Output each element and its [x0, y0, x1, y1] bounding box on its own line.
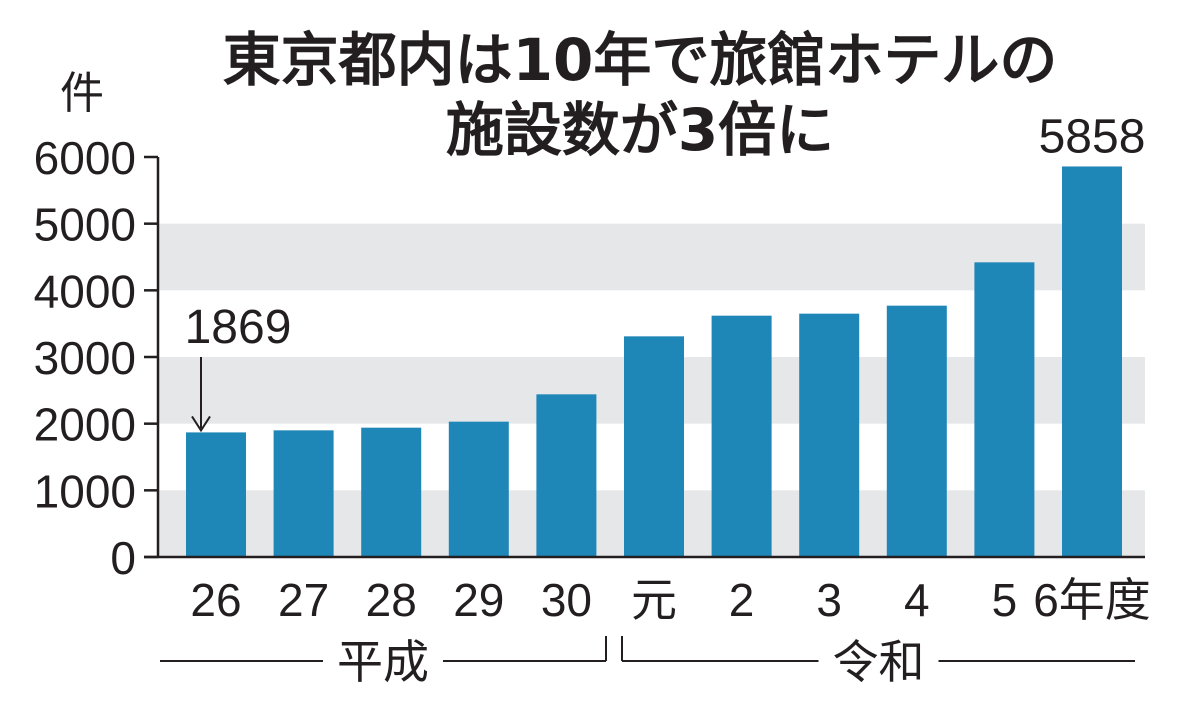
era-label: 平成 [337, 635, 429, 689]
x-category-label: 28 [366, 574, 417, 626]
bar-7 [711, 315, 772, 557]
bar-2 [273, 430, 334, 557]
era-label: 令和 [833, 635, 925, 689]
bar-8 [799, 313, 860, 557]
era-brackets: 平成 令和 [160, 635, 1135, 689]
bar-4 [448, 421, 509, 557]
x-category-label: 30 [541, 574, 592, 626]
y-tick-label: 3000 [34, 332, 136, 384]
bars [186, 166, 1122, 557]
annotation-label: 1869 [185, 301, 292, 354]
y-tick-label: 0 [110, 532, 136, 584]
y-tick-label: 5000 [34, 199, 136, 251]
x-category-label: 6年度 [1033, 574, 1151, 626]
bar-3 [361, 427, 422, 557]
bar-1 [186, 432, 246, 557]
bar-11 [1062, 166, 1122, 557]
chart-title: 東京都内は10年で旅館ホテルの [223, 26, 1058, 94]
y-tick-label: 1000 [34, 465, 136, 517]
y-tick-label: 4000 [34, 265, 136, 317]
x-category-label: 2 [729, 574, 755, 626]
y-tick-labels: 0 1000 2000 3000 4000 5000 6000 [34, 132, 158, 584]
annotations: 1869 5858 [185, 110, 1146, 433]
x-category-label: 29 [453, 574, 504, 626]
x-category-label: 27 [278, 574, 329, 626]
y-axis-unit-label: 件 [60, 69, 104, 118]
annotation-label: 5858 [1039, 110, 1146, 163]
bar-6 [624, 336, 684, 557]
annotation-arrowhead [191, 415, 211, 433]
chart-subtitle: 施設数が3倍に [446, 96, 834, 164]
x-category-label: 元 [631, 574, 677, 626]
y-tick-label: 6000 [34, 132, 136, 184]
x-category-labels: 26 27 28 29 30 元 2 3 4 5 6年度 [190, 574, 1150, 626]
bar-10 [974, 262, 1035, 557]
x-category-label: 5 [992, 574, 1018, 626]
bar-9 [886, 305, 947, 557]
x-category-label: 26 [190, 574, 241, 626]
bar-5 [536, 394, 597, 557]
y-tick-label: 2000 [34, 399, 136, 451]
x-category-label: 4 [904, 574, 930, 626]
x-category-label: 3 [816, 574, 842, 626]
